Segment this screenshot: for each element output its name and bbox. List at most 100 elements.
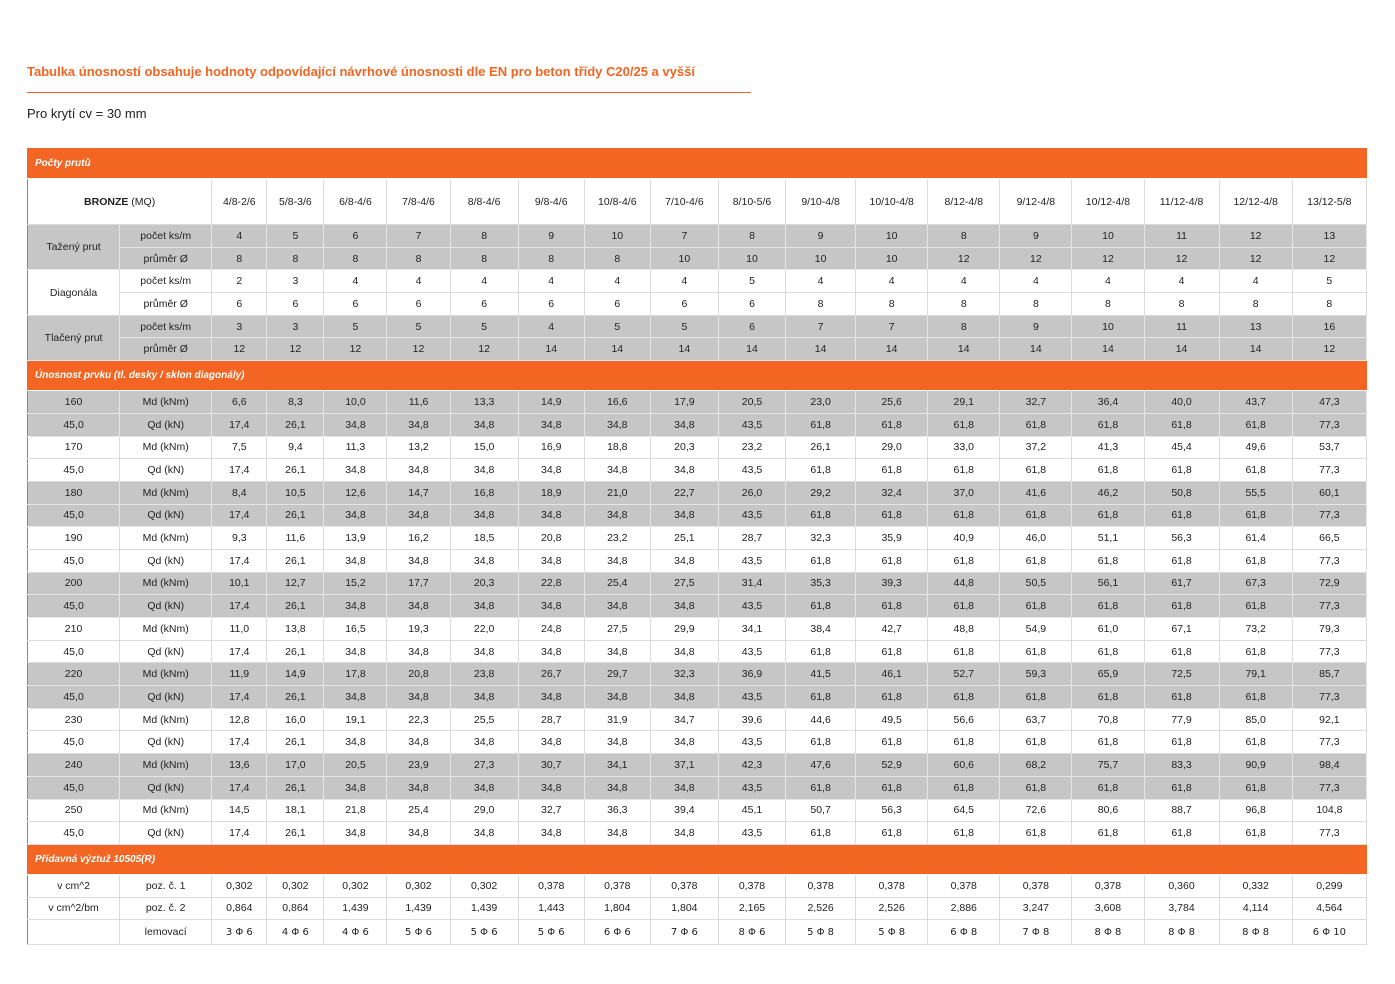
table-cell: 80,6 bbox=[1071, 799, 1145, 823]
product-brand: BRONZE bbox=[84, 195, 129, 208]
table-cell: 8 bbox=[386, 247, 451, 271]
table-cell: 61,8 bbox=[927, 413, 1001, 437]
capacity-qd-row: 45,0 Qd (kN) 17,4 26,1 34,8 34,8 34,8 34,8 34,8 3… bbox=[27, 458, 1368, 482]
table-cell: 12 bbox=[323, 337, 388, 362]
table-cell: 8 bbox=[999, 292, 1073, 316]
table-cell: 61,8 bbox=[1219, 821, 1293, 845]
table-cell: 5 Φ 6 bbox=[518, 919, 585, 946]
capacity-qd-row: 45,0 Qd (kN) 17,4 26,1 34,8 34,8 34,8 34,8 34,8 3… bbox=[27, 594, 1368, 618]
table-cell: 34,8 bbox=[650, 730, 719, 755]
table-cell: 17,4 bbox=[211, 594, 268, 618]
table-cell: 0,378 bbox=[999, 874, 1073, 898]
diagonal-angle: 45,0 bbox=[27, 549, 121, 573]
position-label: poz. č. 1 bbox=[119, 874, 213, 898]
table-cell: 34,8 bbox=[584, 730, 651, 755]
table-cell: 61,8 bbox=[927, 685, 1001, 709]
table-cell: 72,6 bbox=[999, 799, 1073, 823]
table-cell: 21,8 bbox=[323, 799, 388, 823]
table-cell: 23,2 bbox=[584, 526, 651, 550]
table-cell: 8 bbox=[718, 224, 787, 248]
table-cell: 4 bbox=[518, 315, 585, 339]
table-cell: 0,378 bbox=[718, 874, 787, 898]
diagonal-angle: 45,0 bbox=[27, 594, 121, 618]
table-cell: 24,8 bbox=[518, 617, 585, 641]
table-cell: 14 bbox=[1144, 337, 1220, 362]
table-cell: 19,1 bbox=[323, 708, 388, 732]
table-cell: 5 Φ 8 bbox=[785, 919, 857, 946]
capacity-md-row: 220 Md (kNm) 11,9 14,9 17,8 20,8 23,8 26,7 29,7 3… bbox=[27, 662, 1368, 687]
table-cell: 61,8 bbox=[1219, 549, 1293, 573]
table-cell: 61,8 bbox=[1144, 776, 1220, 800]
slab-thickness: 190 bbox=[27, 526, 121, 550]
table-cell: 34,8 bbox=[323, 821, 388, 845]
table-cell: 52,9 bbox=[855, 753, 929, 777]
table-cell: 51,1 bbox=[1071, 526, 1145, 550]
table-cell: 26,0 bbox=[718, 481, 787, 505]
table-cell: 34,8 bbox=[584, 504, 651, 528]
qd-label: Qd (kN) bbox=[119, 640, 213, 664]
table-cell: 12 bbox=[386, 337, 451, 362]
table-cell: 21,0 bbox=[584, 481, 651, 505]
table-cell: 2,886 bbox=[927, 897, 1001, 921]
table-cell: 14 bbox=[1071, 337, 1145, 362]
table-cell: 34,8 bbox=[386, 413, 451, 437]
table-cell: 26,1 bbox=[785, 436, 857, 460]
md-label: Md (kNm) bbox=[119, 572, 213, 596]
unit-label: v cm^2 bbox=[27, 874, 121, 898]
table-cell: 61,8 bbox=[785, 458, 857, 482]
table-cell: 61,8 bbox=[999, 730, 1073, 755]
table-cell: 12 bbox=[1144, 247, 1220, 271]
column-header: 10/10-4/8 bbox=[855, 178, 929, 225]
slab-thickness: 220 bbox=[27, 662, 121, 687]
table-cell: 50,7 bbox=[785, 799, 857, 823]
capacity-qd-row: 45,0 Qd (kN) 17,4 26,1 34,8 34,8 34,8 34,8 34,8 3… bbox=[27, 549, 1368, 573]
table-cell: 34,8 bbox=[323, 730, 388, 755]
column-header: 10/12-4/8 bbox=[1071, 178, 1145, 225]
table-cell: 16,8 bbox=[450, 481, 519, 505]
table-cell: 17,9 bbox=[650, 390, 719, 414]
table-cell: 40,0 bbox=[1144, 390, 1220, 414]
table-cell: 10 bbox=[855, 247, 929, 271]
table-cell: 61,8 bbox=[855, 458, 929, 482]
table-cell: 61,8 bbox=[855, 730, 929, 755]
table-cell: 92,1 bbox=[1292, 708, 1368, 732]
bar-row: Tlačený prut počet ks/m 3 3 5 5 5 4 5 5 6 7 7 8 9 10 11 1… bbox=[27, 315, 1368, 362]
table-cell: 96,8 bbox=[1219, 799, 1293, 823]
table-cell: 12 bbox=[1219, 224, 1293, 248]
table-cell: 34,8 bbox=[450, 776, 519, 800]
table-cell: 34,8 bbox=[518, 594, 585, 618]
bar-row-label: průměr Ø bbox=[119, 247, 213, 271]
table-cell: 26,1 bbox=[266, 549, 325, 573]
table-cell: 61,8 bbox=[1071, 594, 1145, 618]
table-cell: 61,8 bbox=[785, 594, 857, 618]
table-cell: 10 bbox=[584, 224, 651, 248]
table-cell: 3 bbox=[266, 269, 325, 294]
table-cell: 61,8 bbox=[785, 640, 857, 664]
table-cell: 77,9 bbox=[1144, 708, 1220, 732]
table-cell: 50,5 bbox=[999, 572, 1073, 596]
table-cell: 61,8 bbox=[855, 821, 929, 845]
table-cell: 61,8 bbox=[999, 685, 1073, 709]
table-cell: 34,8 bbox=[450, 821, 519, 845]
slab-thickness: 200 bbox=[27, 572, 121, 596]
capacity-md-row: 200 Md (kNm) 10,1 12,7 15,2 17,7 20,3 22,8 25,4 2… bbox=[27, 572, 1368, 596]
table-cell: 0,302 bbox=[211, 874, 268, 898]
capacity-qd-row: 45,0 Qd (kN) 17,4 26,1 34,8 34,8 34,8 34,8 34,8 3… bbox=[27, 640, 1368, 664]
table-cell: 5 bbox=[650, 315, 719, 339]
qd-label: Qd (kN) bbox=[119, 504, 213, 528]
additional-row: v cm^2/bm poz. č. 2 0,864 0,864 1,439 1,439 1,… bbox=[27, 897, 1368, 921]
table-cell: 34,8 bbox=[323, 413, 388, 437]
table-cell: 47,6 bbox=[785, 753, 857, 777]
column-header: 5/8-3/6 bbox=[266, 178, 325, 225]
table-cell: 40,9 bbox=[927, 526, 1001, 550]
table-cell: 14 bbox=[855, 337, 929, 362]
table-cell: 8 bbox=[927, 224, 1001, 248]
table-cell: 3,608 bbox=[1071, 897, 1145, 921]
table-cell: 4 bbox=[518, 269, 585, 294]
table-cell: 60,6 bbox=[927, 753, 1001, 777]
table-cell: 0,378 bbox=[518, 874, 585, 898]
table-cell: 0,302 bbox=[386, 874, 451, 898]
capacity-md-row: 250 Md (kNm) 14,5 18,1 21,8 25,4 29,0 32,7 36,3 3… bbox=[27, 799, 1368, 823]
table-cell: 68,2 bbox=[999, 753, 1073, 777]
table-cell: 10,0 bbox=[323, 390, 388, 414]
